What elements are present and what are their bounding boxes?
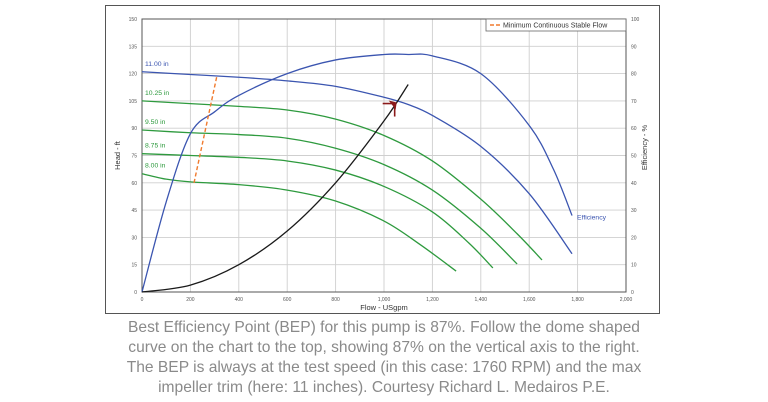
y-tick-label: 45 [131, 208, 137, 214]
plot-area-border [141, 18, 627, 293]
bep-marker [382, 100, 397, 117]
y2-tick-label: 80 [631, 72, 637, 78]
curve-labels: 11.00 in 10.25 in 9.50 in 8.75 in 8.00 in Eff… [145, 61, 607, 222]
series-group [141, 53, 573, 293]
y-tick-label: 30 [131, 235, 137, 241]
caption-line-3: The BEP is always at the test speed (in … [126, 359, 642, 376]
chart-canvas: 0 200 400 600 800 1,000 1,200 1,400 1,600 1,800 2,… [113, 17, 649, 312]
y2-tick-label: 40 [631, 181, 637, 187]
curve-label: Efficiency [577, 215, 607, 222]
series-10-25-in [141, 100, 543, 261]
x-tick-label: 600 [283, 297, 292, 303]
x-tick-label: 200 [186, 297, 195, 303]
y-tick-label: 15 [131, 263, 137, 269]
y2-tick-label: 30 [631, 208, 637, 214]
legend: Minimum Continuous Stable Flow [485, 18, 627, 32]
y-tick-label: 150 [129, 17, 138, 23]
y2-tick-label: 20 [631, 235, 637, 241]
x-tick-label: 1,400 [475, 297, 488, 303]
y-tick-label: 90 [131, 126, 137, 132]
series-minimum-continuous-stable-flow [193, 75, 218, 183]
x-axis-ticks: 0 200 400 600 800 1,000 1,200 1,400 1,600 1,800 2,… [141, 297, 633, 303]
x-tick-label: 2,000 [620, 297, 633, 303]
figure-caption: Best Efficiency Point (BEP) for this pum… [100, 318, 668, 398]
series-11-00-in [141, 71, 573, 255]
y-tick-label: 60 [131, 181, 137, 187]
y-tick-label: 105 [129, 99, 138, 105]
y-tick-label: 135 [129, 44, 138, 50]
y-axis-label: Head - ft [113, 140, 122, 170]
x-tick-label: 400 [235, 297, 244, 303]
caption-line-2: curve on the chart to the top, showing 8… [128, 339, 640, 356]
series-8-75-in [141, 153, 494, 269]
curve-label: 9.50 in [145, 119, 166, 126]
y2-tick-label: 90 [631, 44, 637, 50]
x-axis-label: Flow - USgpm [360, 303, 408, 312]
legend-box [485, 18, 627, 32]
y2-axis-label: Efficiency - % [640, 125, 649, 171]
y2-axis-ticks: 0 10 20 30 40 50 60 70 80 90 100 [631, 17, 640, 296]
bep-arrowhead-icon [388, 100, 397, 110]
series-system-curve [141, 84, 409, 293]
curve-label: 11.00 in [145, 61, 169, 68]
y2-tick-label: 70 [631, 99, 637, 105]
y-tick-label: 120 [129, 72, 138, 78]
y2-tick-label: 60 [631, 126, 637, 132]
x-tick-label: 1,800 [571, 297, 584, 303]
caption-line-1: Best Efficiency Point (BEP) for this pum… [128, 319, 640, 336]
curve-label: 10.25 in [145, 90, 169, 97]
y2-tick-label: 50 [631, 154, 637, 160]
x-tick-label: 1,600 [523, 297, 536, 303]
y-tick-label: 0 [134, 290, 137, 296]
y2-tick-label: 10 [631, 263, 637, 269]
x-tick-label: 1,000 [378, 297, 391, 303]
y-tick-label: 75 [131, 154, 137, 160]
legend-label-min-flow: Minimum Continuous Stable Flow [503, 23, 608, 30]
x-tick-label: 0 [141, 297, 144, 303]
y-axis-ticks: 0 15 30 45 60 75 90 105 120 135 150 [129, 17, 138, 296]
y2-tick-label: 0 [631, 290, 634, 296]
y2-tick-label: 100 [631, 17, 640, 23]
x-tick-label: 1,200 [426, 297, 439, 303]
series-efficiency [141, 53, 573, 293]
x-tick-label: 800 [331, 297, 340, 303]
pump-curve-chart: 0 200 400 600 800 1,000 1,200 1,400 1,600 1,800 2,… [105, 5, 660, 314]
grid-lines [141, 18, 627, 293]
series-8-00-in [141, 173, 457, 272]
series-9-50-in [141, 129, 518, 265]
curve-label: 8.00 in [145, 163, 166, 170]
curve-label: 8.75 in [145, 143, 166, 150]
caption-line-4: impeller trim (here: 11 inches). Courtes… [158, 379, 610, 396]
